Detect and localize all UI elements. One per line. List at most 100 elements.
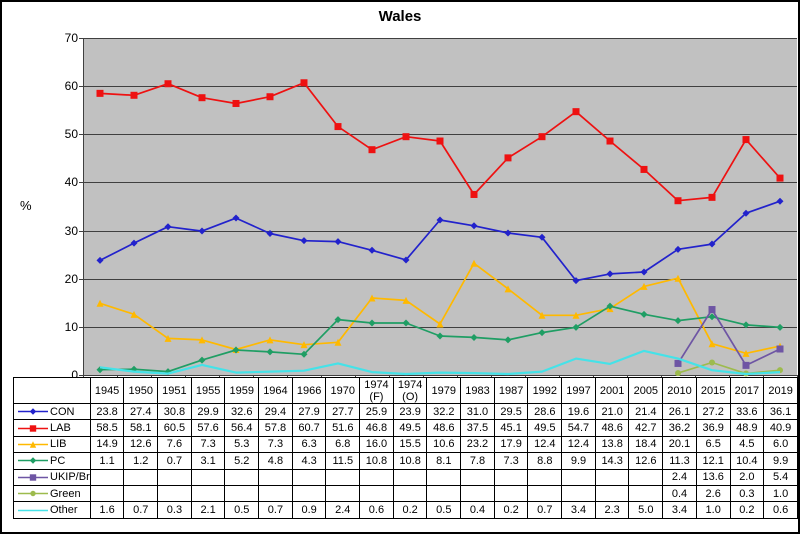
- data-point-marker: [130, 310, 138, 318]
- value-cell: 0.6: [763, 501, 798, 519]
- data-table-container: 1945 1950 1951 1955 1959 1964 1966 1970 1974 (F)…: [13, 377, 798, 519]
- value-cell: 46.8: [359, 419, 394, 437]
- value-cell: 36.2: [662, 419, 697, 437]
- value-cell: 7.3: [493, 452, 529, 470]
- year-header-cell: 1950: [123, 377, 159, 404]
- value-cell: 4.8: [258, 452, 293, 470]
- data-point-marker: [606, 137, 614, 145]
- value-cell: 40.9: [763, 419, 798, 437]
- year-header-cell: 1992: [527, 377, 563, 404]
- value-cell: 14.9: [89, 435, 125, 454]
- value-cell: 27.9: [291, 402, 327, 421]
- value-cell: 27.2: [695, 402, 731, 421]
- value-cell: 9.9: [561, 452, 596, 470]
- series-name-label: LIB: [50, 438, 67, 451]
- value-cell: 51.6: [325, 419, 361, 437]
- value-cell: 0.7: [527, 501, 563, 519]
- year-header-cell: 1983: [460, 377, 495, 404]
- value-cell: 19.6: [561, 402, 596, 421]
- value-cell: 0.2: [493, 501, 529, 519]
- value-cell: 0.9: [291, 501, 327, 519]
- table-row: PC 1.1 1.2 0.7 3.1 5.2 4.8 4.3 11.5 10.8 10.8 8.1 7.…: [13, 452, 798, 470]
- value-cell: [359, 468, 394, 486]
- value-cell: 0.7: [123, 501, 159, 519]
- y-axis-label: %: [20, 198, 32, 213]
- legend-swatch-icon: [18, 424, 48, 432]
- value-cell: 15.5: [392, 435, 428, 454]
- data-point-marker: [742, 361, 750, 369]
- series-line: [677, 361, 781, 375]
- data-point-marker: [708, 240, 716, 248]
- data-point-marker: [436, 332, 444, 340]
- value-cell: [258, 484, 293, 503]
- data-point-marker: [572, 323, 580, 331]
- y-axis-tick-label: 70: [64, 31, 78, 45]
- data-point-marker: [572, 108, 580, 116]
- value-cell: [527, 484, 563, 503]
- data-point-marker: [266, 336, 274, 344]
- data-point-marker: [402, 319, 410, 327]
- data-point-marker: [640, 310, 648, 318]
- value-cell: [123, 468, 159, 486]
- value-cell: 0.3: [157, 501, 192, 519]
- series-name-label: CON: [50, 405, 75, 418]
- value-cell: 30.8: [157, 402, 192, 421]
- table-corner-cell: [13, 377, 91, 404]
- value-cell: 54.7: [561, 419, 596, 437]
- data-point-marker: [708, 340, 716, 348]
- data-point-marker: [504, 229, 512, 237]
- series-line: [99, 200, 781, 282]
- value-cell: 12.1: [695, 452, 731, 470]
- value-cell: 36.1: [763, 402, 798, 421]
- data-point-marker: [674, 359, 682, 367]
- data-point-marker: [776, 174, 784, 182]
- table-row: LAB 58.5 58.1 60.5 57.6 56.4 57.8 60.7 51.6 46.8 4…: [13, 419, 798, 437]
- value-cell: [493, 468, 529, 486]
- value-cell: [594, 484, 630, 503]
- data-point-marker: [96, 89, 104, 97]
- value-cell: 2.0: [729, 468, 765, 486]
- year-header-cell: 2001: [594, 377, 630, 404]
- data-point-marker: [742, 321, 750, 329]
- series-name-label: LAB: [50, 422, 71, 435]
- value-cell: 0.2: [392, 501, 428, 519]
- data-point-marker: [470, 333, 478, 341]
- value-cell: 10.8: [359, 452, 394, 470]
- value-cell: 33.6: [729, 402, 765, 421]
- value-cell: [426, 484, 462, 503]
- data-point-marker: [232, 99, 240, 107]
- data-point-marker: [96, 299, 104, 307]
- value-cell: 10.8: [392, 452, 428, 470]
- value-cell: 2.6: [695, 484, 731, 503]
- data-point-marker: [368, 294, 376, 302]
- data-point-marker: [232, 214, 240, 222]
- value-cell: [157, 484, 192, 503]
- value-cell: 1.1: [89, 452, 125, 470]
- value-cell: [190, 484, 226, 503]
- data-point-marker: [606, 270, 614, 278]
- value-cell: 23.8: [89, 402, 125, 421]
- data-point-marker: [572, 277, 580, 285]
- table-row: UKIP/Br 2.4 13.6 2.0 5.4: [13, 468, 798, 486]
- data-point-marker: [402, 296, 410, 304]
- data-point-marker: [504, 285, 512, 293]
- data-point-marker: [640, 165, 648, 173]
- data-point-marker: [708, 313, 716, 321]
- data-point-marker: [538, 233, 546, 241]
- value-cell: 29.9: [190, 402, 226, 421]
- data-point-marker: [640, 268, 648, 276]
- year-header-cell: 1945: [89, 377, 125, 404]
- plot-svg: [79, 38, 798, 379]
- value-cell: 1.0: [695, 501, 731, 519]
- value-cell: 12.4: [527, 435, 563, 454]
- value-cell: [258, 468, 293, 486]
- value-cell: [224, 484, 260, 503]
- data-point-marker: [640, 282, 648, 290]
- legend-swatch-icon: [18, 441, 48, 448]
- legend-swatch-icon: [18, 509, 48, 511]
- year-header-cell: 2010: [662, 377, 697, 404]
- data-point-marker: [198, 94, 206, 102]
- value-cell: [493, 484, 529, 503]
- value-cell: 14.3: [594, 452, 630, 470]
- data-table: 1945 1950 1951 1955 1959 1964 1966 1970 1974 (F)…: [13, 377, 798, 519]
